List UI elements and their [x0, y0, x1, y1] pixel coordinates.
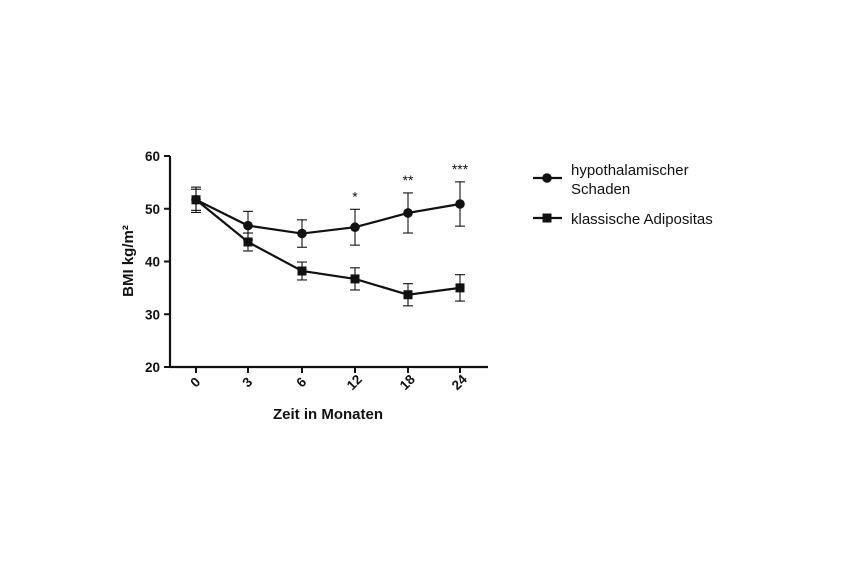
series-line — [195, 198, 461, 235]
data-point — [455, 199, 465, 209]
y-axis-title: BMI kg/m² — [120, 225, 137, 297]
data-point — [350, 274, 360, 284]
significance-label: ** — [403, 172, 414, 188]
significance-label: * — [352, 188, 358, 204]
legend-marker-circle — [542, 173, 552, 183]
y-tick-label: 30 — [145, 307, 160, 322]
series-markers — [191, 194, 465, 300]
x-tick-label: 24 — [449, 371, 471, 393]
data-point — [350, 222, 360, 233]
x-tick-label: 12 — [344, 372, 365, 393]
data-point — [297, 266, 307, 276]
data-point — [297, 228, 307, 239]
x-tick-label: 0 — [187, 374, 203, 390]
data-point — [243, 237, 253, 247]
x-axis: 0 3 6 12 18 24 — [170, 365, 488, 393]
data-point — [191, 195, 201, 205]
y-tick-label: 50 — [145, 202, 160, 217]
y-tick-label: 40 — [145, 255, 160, 270]
series-lines — [195, 198, 461, 296]
data-point — [455, 283, 465, 293]
y-axis: 20 30 40 50 60 — [145, 149, 172, 375]
legend: hypothalamischer Schaden klassische Adipos… — [533, 162, 713, 228]
x-axis-title: Zeit in Monaten — [273, 406, 383, 423]
data-point — [403, 290, 413, 300]
legend-label: klassische Adipositas — [571, 211, 713, 228]
significance-label: *** — [452, 161, 469, 177]
data-point — [403, 208, 413, 218]
x-tick-label: 6 — [293, 374, 309, 390]
data-point — [243, 220, 253, 231]
series-line — [195, 198, 461, 296]
legend-label: Schaden — [571, 181, 630, 198]
x-tick-label: 18 — [397, 371, 419, 393]
error-bars — [191, 181, 465, 307]
y-tick-label: 20 — [145, 360, 160, 375]
legend-marker-square — [542, 213, 552, 223]
y-tick-label: 60 — [145, 149, 160, 164]
x-tick-label: 3 — [239, 374, 255, 390]
significance-markers: ****** — [352, 161, 468, 204]
legend-label: hypothalamischer — [571, 162, 689, 179]
